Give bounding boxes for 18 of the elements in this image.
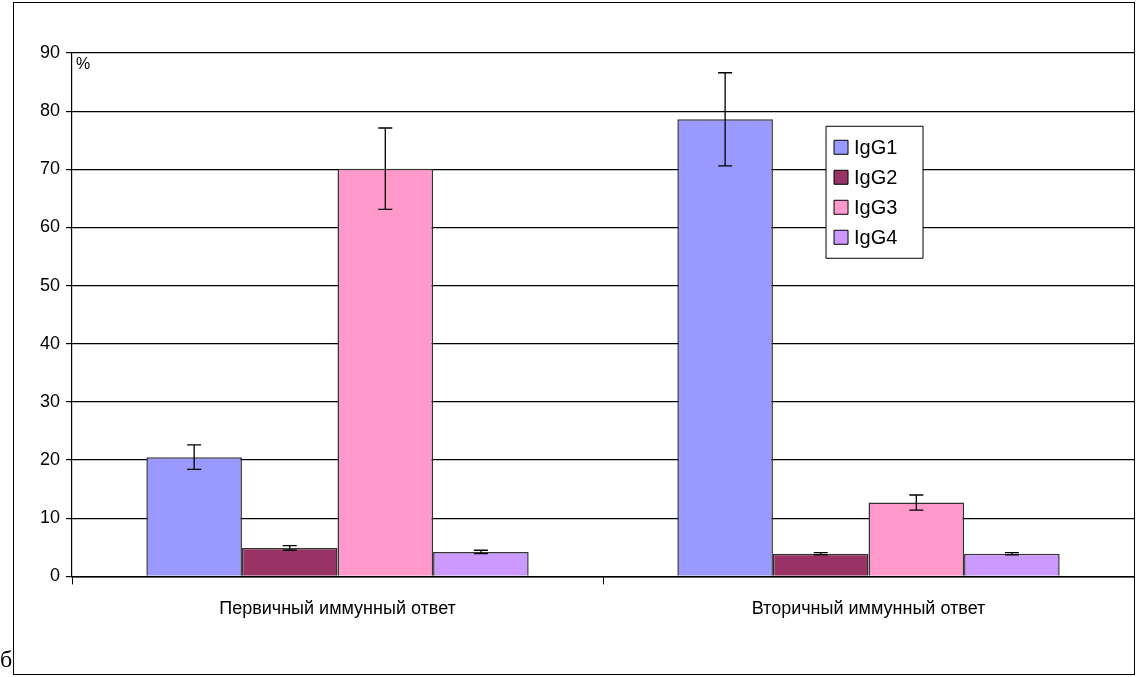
y-tick-label: 30 (39, 390, 61, 411)
y-tick-label: 40 (39, 332, 61, 353)
x-tick-label: Вторичный иммунный ответ (751, 598, 986, 619)
legend-label: IgG1 (854, 135, 898, 158)
text: б (0, 646, 13, 672)
legend-label: IgG4 (854, 225, 898, 248)
legend-label: IgG2 (854, 165, 898, 188)
x-tick-label: Первичный иммунный ответ (219, 598, 456, 619)
y-tick-label: 70 (39, 158, 61, 179)
y-tick-label: 10 (39, 507, 61, 528)
y-tick-label: 80 (39, 100, 61, 121)
y-tick-label: 50 (39, 274, 61, 295)
legend-label: IgG3 (854, 195, 898, 218)
y-tick-label: 90 (39, 41, 61, 62)
y-tick-label: 60 (39, 216, 61, 237)
y-axis-title: % (76, 55, 91, 73)
y-tick-label: 20 (39, 449, 61, 470)
y-tick-label: 0 (50, 565, 61, 586)
